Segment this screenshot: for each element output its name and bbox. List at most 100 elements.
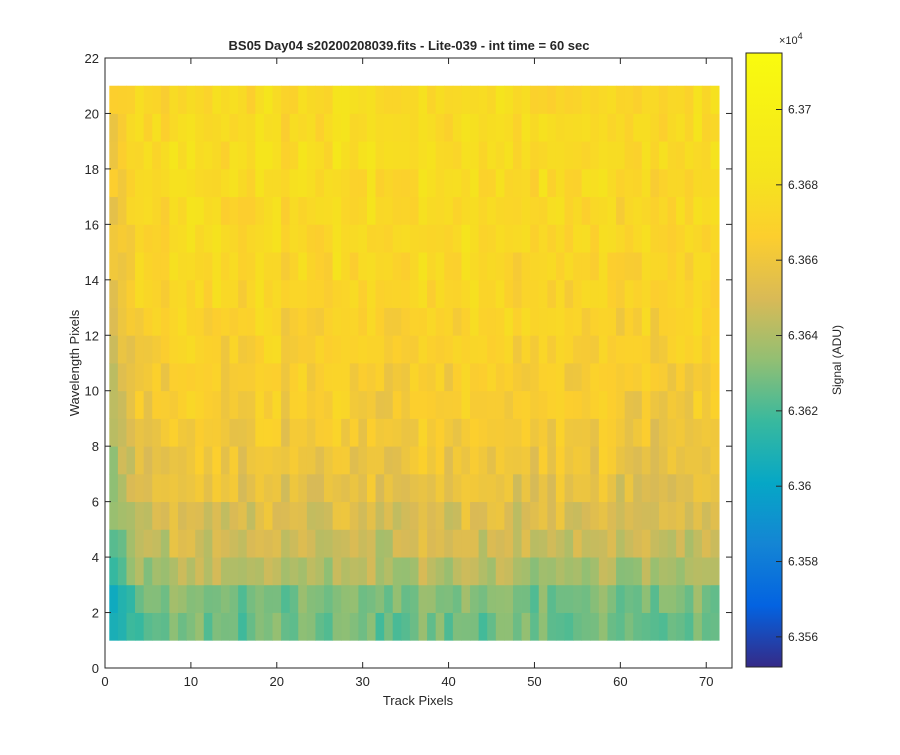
heatmap-cell — [306, 196, 316, 225]
heatmap-cell — [109, 307, 119, 336]
heatmap-cell — [607, 224, 617, 253]
y-tick-label: 20 — [85, 106, 99, 121]
heatmap-cell — [143, 584, 153, 613]
heatmap-cell — [521, 196, 531, 225]
heatmap-cell — [547, 113, 557, 142]
heatmap-cell — [143, 557, 153, 586]
heatmap-cell — [220, 612, 230, 641]
heatmap-cell — [349, 363, 359, 392]
heatmap-cell — [392, 557, 402, 586]
heatmap-cell — [427, 612, 437, 641]
heatmap-cell — [186, 390, 196, 419]
heatmap-cell — [332, 557, 342, 586]
heatmap-cell — [710, 113, 720, 142]
heatmap-cell — [633, 418, 643, 447]
heatmap-cell — [667, 252, 677, 281]
heatmap-cell — [341, 113, 351, 142]
heatmap-cell — [581, 501, 591, 530]
heatmap-cell — [452, 252, 462, 281]
heatmap-cell — [117, 141, 127, 170]
heatmap-cell — [375, 584, 385, 613]
heatmap-cell — [676, 501, 686, 530]
heatmap-cell — [281, 529, 291, 558]
heatmap-cell — [607, 501, 617, 530]
heatmap-cell — [658, 501, 668, 530]
heatmap-cell — [667, 418, 677, 447]
heatmap-cell — [220, 141, 230, 170]
heatmap-cell — [246, 141, 256, 170]
heatmap-cell — [693, 224, 703, 253]
heatmap-cell — [701, 501, 711, 530]
heatmap-cell — [109, 418, 119, 447]
heatmap-cell — [135, 390, 145, 419]
heatmap-cell — [349, 529, 359, 558]
heatmap-cell — [109, 252, 119, 281]
heatmap-cell — [212, 335, 222, 364]
heatmap-cell — [315, 224, 325, 253]
heatmap-cell — [564, 529, 574, 558]
heatmap-cell — [152, 418, 162, 447]
heatmap-cell — [581, 196, 591, 225]
heatmap-cell — [487, 85, 497, 114]
heatmap-cell — [521, 612, 531, 641]
heatmap-cell — [693, 612, 703, 641]
heatmap-cell — [341, 85, 351, 114]
heatmap-cell — [384, 363, 394, 392]
heatmap-cell — [178, 279, 187, 308]
heatmap-cell — [220, 529, 230, 558]
heatmap-cell — [650, 196, 660, 225]
heatmap-cell — [169, 335, 179, 364]
heatmap-cell — [530, 85, 540, 114]
heatmap-cell — [435, 196, 445, 225]
heatmap-cell — [229, 252, 239, 281]
heatmap-cell — [315, 473, 325, 503]
heatmap-cell — [616, 279, 626, 308]
heatmap-cell — [409, 279, 419, 308]
heatmap-cell — [495, 113, 505, 142]
heatmap-cell — [332, 113, 342, 142]
heatmap-cell — [324, 363, 334, 392]
heatmap-cell — [616, 557, 626, 586]
heatmap-cell — [633, 224, 643, 253]
heatmap-cell — [289, 473, 299, 503]
heatmap-cell — [564, 473, 574, 503]
heatmap-cell — [684, 196, 694, 225]
heatmap-cell — [263, 196, 273, 225]
heatmap-cell — [538, 363, 548, 392]
y-tick-label: 18 — [85, 162, 99, 177]
heatmap-cell — [229, 612, 239, 641]
heatmap-cell — [366, 168, 376, 198]
heatmap-cell — [418, 252, 428, 281]
heatmap-cell — [461, 168, 471, 198]
heatmap-cell — [298, 584, 308, 613]
heatmap-cell — [358, 113, 368, 142]
heatmap-cell — [633, 85, 643, 114]
heatmap-cell — [624, 224, 634, 253]
heatmap-cell — [358, 168, 368, 198]
heatmap-cell — [212, 446, 222, 475]
heatmap-cell — [298, 446, 308, 475]
heatmap-cell — [315, 307, 325, 336]
heatmap-cell — [384, 557, 394, 586]
heatmap-cell — [650, 252, 660, 281]
heatmap-cell — [169, 501, 179, 530]
heatmap-cell — [598, 224, 608, 253]
heatmap-cell — [530, 141, 540, 170]
heatmap-cell — [641, 612, 651, 641]
heatmap-cell — [693, 363, 703, 392]
heatmap-cell — [418, 168, 428, 198]
heatmap-cell — [547, 335, 557, 364]
heatmap-cell — [427, 85, 437, 114]
heatmap-cell — [332, 363, 342, 392]
heatmap-cell — [255, 307, 265, 336]
heatmap-cell — [384, 307, 394, 336]
heatmap-cell — [461, 307, 471, 336]
heatmap-cell — [538, 473, 548, 503]
heatmap-cell — [152, 113, 162, 142]
heatmap-cell — [624, 584, 634, 613]
heatmap-cell — [109, 363, 119, 392]
heatmap-cell — [341, 501, 351, 530]
heatmap-cell — [512, 335, 522, 364]
heatmap-cell — [143, 113, 153, 142]
heatmap-cell — [375, 168, 385, 198]
